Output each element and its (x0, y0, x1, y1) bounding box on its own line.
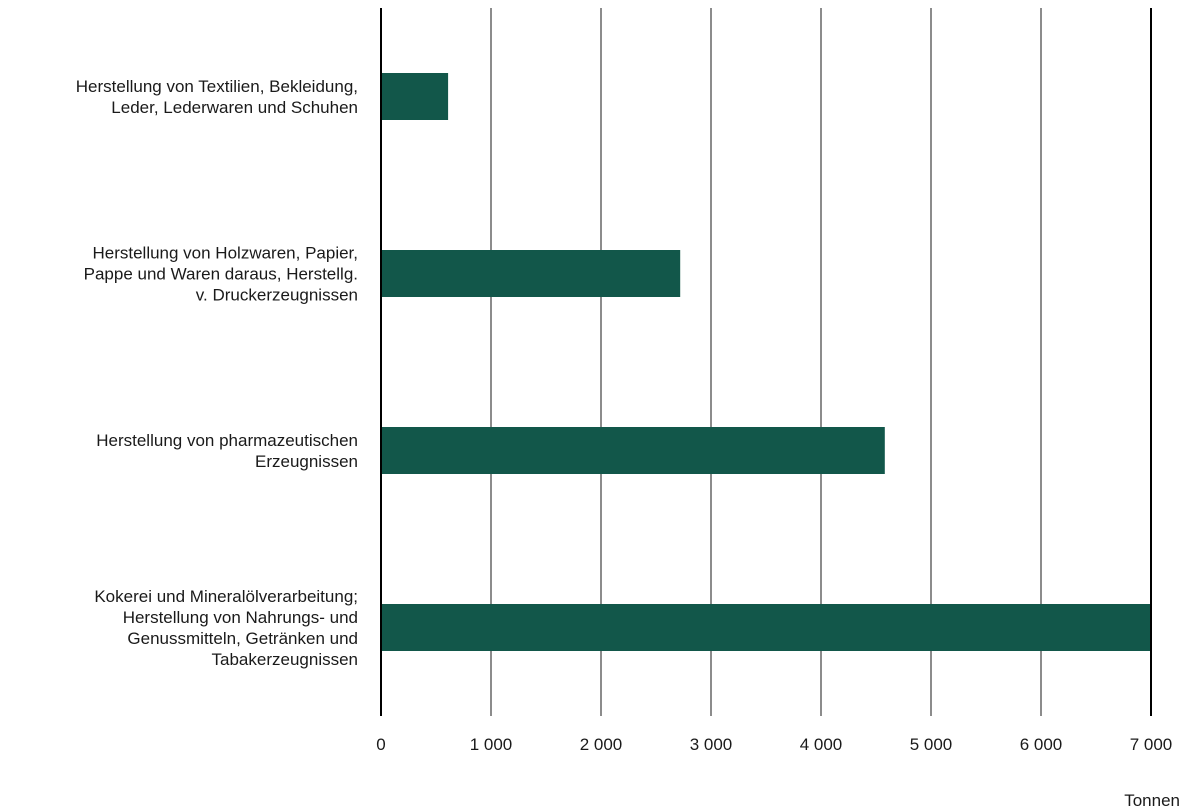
category-label: Herstellung von Holzwaren, Papier, Pappe … (84, 244, 358, 305)
category-label-line: Herstellung von Textilien, Bekleidung, (76, 77, 358, 96)
bar (381, 250, 681, 297)
axes (380, 8, 1152, 716)
tick-label: 7 000 (1130, 735, 1173, 754)
category-label-line: Herstellung von Nahrungs- und (123, 608, 358, 627)
tick-label: 3 000 (690, 735, 733, 754)
category-labels: Herstellung von Textilien, Bekleidung, Le… (76, 77, 358, 669)
category-label-line: Pappe und Waren daraus, Herstellg. (84, 265, 358, 284)
category-label-line: Genussmitteln, Getränken und (127, 629, 358, 648)
category-label-line: v. Druckerzeugnissen (196, 286, 358, 305)
bar (381, 604, 1151, 651)
category-label: Herstellung von pharmazeutischen Erzeugni… (96, 431, 358, 471)
bar (381, 73, 449, 120)
category-label: Kokerei und Mineralölverarbeitung; Herste… (94, 587, 358, 669)
grid-lines (490, 8, 1042, 716)
tick-label: 2 000 (580, 735, 623, 754)
category-label-line: Kokerei und Mineralölverarbeitung; (94, 587, 358, 606)
category-label-line: Herstellung von Holzwaren, Papier, (92, 244, 358, 263)
bar (381, 427, 885, 474)
tick-label: 0 (376, 735, 385, 754)
category-label-line: Tabakerzeugnissen (212, 650, 358, 669)
tick-label: 5 000 (910, 735, 953, 754)
tick-label: 1 000 (470, 735, 513, 754)
category-label-line: Leder, Lederwaren und Schuhen (111, 98, 358, 117)
category-label-line: Herstellung von pharmazeutischen (96, 431, 358, 450)
tick-labels: 0 1 000 2 000 3 000 4 000 5 000 6 000 7 000 (376, 735, 1172, 754)
tick-label: 6 000 (1020, 735, 1063, 754)
category-label-line: Erzeugnissen (255, 452, 358, 471)
tick-label: 4 000 (800, 735, 843, 754)
bars (381, 73, 1151, 651)
category-label: Herstellung von Textilien, Bekleidung, Le… (76, 77, 358, 117)
unit-label: Tonnen (1124, 791, 1180, 810)
